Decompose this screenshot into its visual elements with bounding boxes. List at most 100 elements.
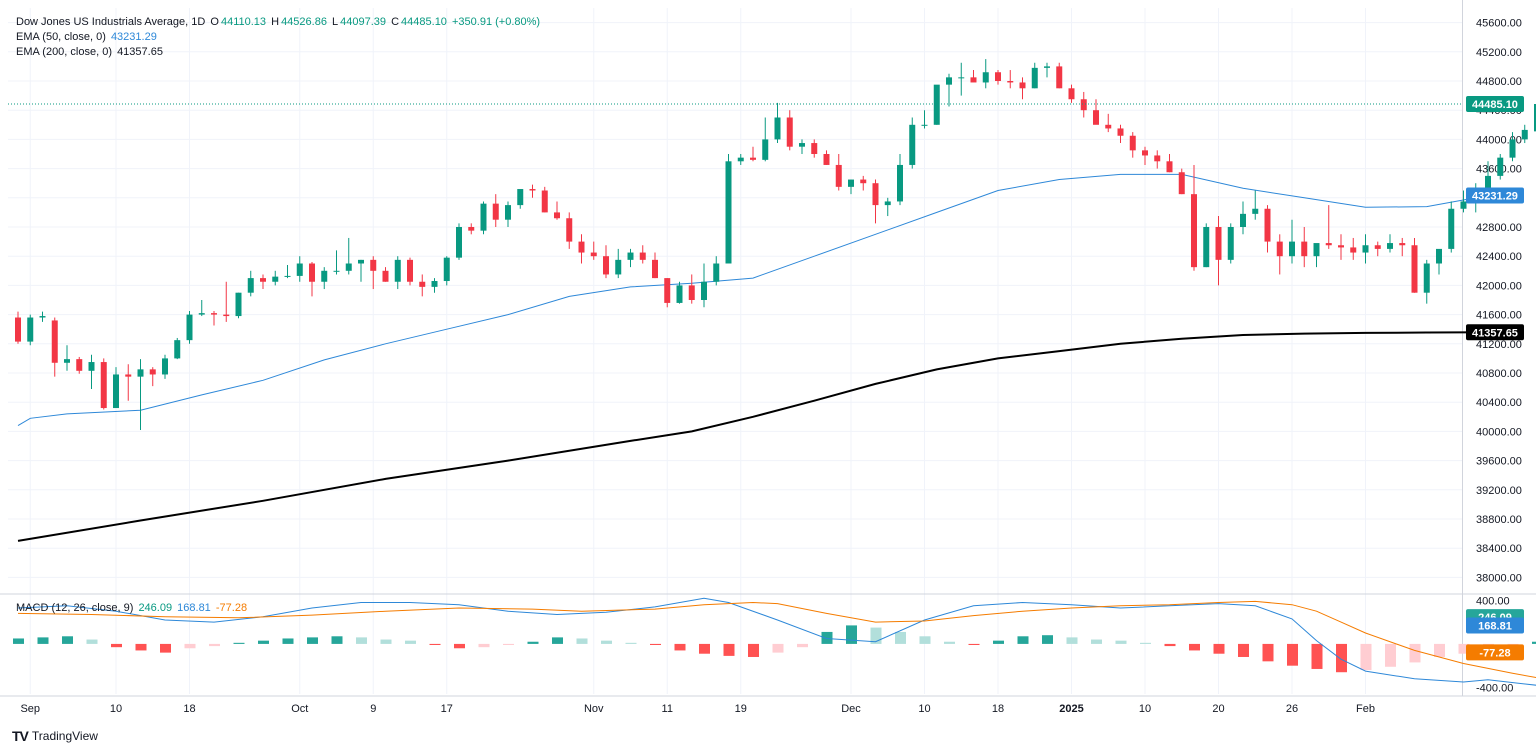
legend-open-label: O — [210, 16, 219, 28]
candle-body — [1411, 245, 1418, 293]
price-axis: 38000.00 38400.00 38800.00 39200.00 39600.00… — [1476, 18, 1522, 585]
candle-body — [321, 270, 328, 282]
price-tag-bg — [1466, 324, 1524, 341]
candle-body — [370, 259, 377, 271]
legend-macd-hist: 246.09 — [138, 602, 173, 614]
candle-body — [774, 117, 781, 140]
candle-body — [1166, 161, 1173, 173]
candle-body — [76, 359, 83, 371]
y-tick-label: 39600.00 — [1476, 456, 1522, 468]
candle-body — [149, 369, 156, 375]
y-tick-label: 39200.00 — [1476, 485, 1522, 497]
candle-body — [970, 77, 977, 83]
macd-hist-bar — [1140, 642, 1151, 644]
candle-body — [198, 313, 205, 315]
macd-hist-bar — [1262, 643, 1274, 662]
x-tick-label: Feb — [1356, 703, 1375, 715]
macd-hist-bar — [1360, 643, 1372, 671]
candle-body — [590, 252, 597, 257]
price-tag: 43231.29 — [1472, 191, 1518, 203]
brand-name: TradingView — [31, 729, 98, 743]
candle-body — [272, 276, 279, 282]
candle-body — [480, 203, 487, 231]
macd-hist-bar — [37, 637, 49, 644]
candle-body — [100, 362, 107, 409]
candle-body — [88, 362, 95, 371]
tradingview-logo-icon: TV — [12, 728, 29, 744]
candle-body — [786, 117, 793, 147]
x-tick-label: 18 — [183, 703, 195, 715]
candle-body — [615, 259, 622, 275]
y-tick-label: 42400.00 — [1476, 251, 1522, 263]
macd-hist-bar — [993, 640, 1004, 644]
candle-body — [529, 189, 536, 191]
candle-body — [860, 179, 867, 184]
macd-hist-bar — [86, 639, 98, 644]
candle-body — [407, 259, 413, 282]
candle-body — [345, 263, 352, 271]
legend-high-label: H — [271, 16, 280, 28]
legend-ema50-value: 43231.29 — [110, 31, 157, 43]
legend-low: 44097.39 — [340, 16, 387, 28]
candle-body — [1534, 103, 1536, 132]
x-tick-label: Sep — [20, 703, 40, 715]
candle-body — [1301, 241, 1308, 257]
macd-hist-bar — [1213, 643, 1225, 654]
macd-hist-bar — [62, 636, 73, 644]
candle-body — [725, 161, 732, 264]
price-tag-bg — [1466, 95, 1524, 112]
candle-body — [284, 275, 291, 277]
candle-body — [909, 124, 916, 165]
candle-body — [1191, 194, 1197, 268]
candle-body — [1240, 213, 1246, 227]
candle-body — [1509, 139, 1516, 158]
macd-y-tick-label: -400.00 — [1476, 682, 1513, 694]
candle-body — [737, 157, 744, 162]
candle-body — [1423, 263, 1430, 293]
candle-body — [113, 374, 119, 409]
macd-hist-bar — [601, 640, 612, 644]
macd-hist-bar — [748, 643, 759, 657]
macd-line — [17, 597, 1536, 686]
candle-body — [872, 183, 879, 206]
macd-hist-bar — [282, 638, 294, 644]
macd-hist-bar — [1017, 636, 1029, 644]
candle-body — [566, 218, 573, 242]
macd-hist-bar — [1311, 643, 1323, 669]
macd-hist-bar — [1091, 639, 1102, 644]
candle-body — [701, 281, 707, 300]
candle-body — [162, 358, 168, 375]
y-tick-label: 42000.00 — [1476, 280, 1522, 292]
legend-title: Dow Jones US Industrials Average, 1D — [16, 16, 206, 28]
macd-hist-bar — [625, 642, 637, 644]
macd-hist-bar — [772, 643, 784, 653]
candle-body — [946, 77, 952, 85]
y-tick-label: 42800.00 — [1476, 222, 1522, 234]
candle-body — [750, 157, 756, 160]
macd-hist-bar — [846, 625, 857, 644]
candle-body — [933, 84, 940, 125]
x-tick-label: 17 — [441, 703, 453, 715]
macd-hist-bar — [699, 643, 710, 654]
candle-body — [982, 72, 989, 83]
candle-body — [1521, 129, 1528, 140]
y-tick-label: 41200.00 — [1476, 339, 1522, 351]
candle-body — [1093, 110, 1099, 125]
candle-body — [1436, 248, 1442, 264]
candle-body — [848, 179, 854, 187]
legend-close: 44485.10 — [401, 16, 447, 28]
candle-body — [125, 374, 132, 377]
candle-body — [1448, 208, 1455, 249]
macd-hist-bar — [1458, 643, 1470, 654]
candle-body — [1399, 243, 1406, 246]
legend-change: +350.91 (+0.80%) — [452, 16, 541, 28]
branding[interactable]: TV TradingView — [12, 728, 98, 744]
legend-open: 44110.13 — [220, 16, 267, 28]
macd-hist-bar — [870, 627, 882, 644]
candle-body — [64, 359, 70, 363]
candle-body — [1080, 99, 1087, 111]
candle-body — [1313, 243, 1320, 257]
legend-high: 44526.86 — [281, 16, 327, 28]
candle-body — [1031, 67, 1038, 89]
